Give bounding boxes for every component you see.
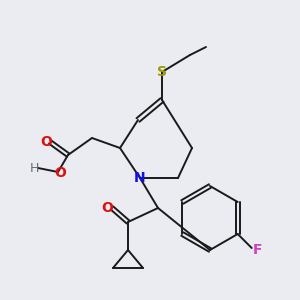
Text: O: O	[54, 166, 66, 180]
Text: O: O	[40, 135, 52, 149]
Text: F: F	[253, 243, 262, 257]
Text: N: N	[134, 171, 146, 185]
Text: O: O	[101, 201, 113, 215]
Text: S: S	[157, 65, 167, 79]
Text: H: H	[29, 161, 39, 175]
